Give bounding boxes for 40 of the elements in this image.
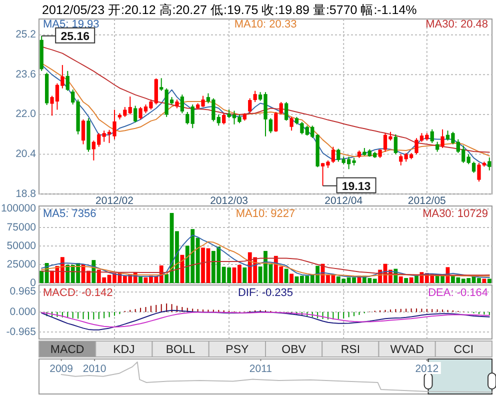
text: PSY [226,344,250,356]
text: BOLL [166,344,196,356]
text: CCI [454,344,474,356]
text: MA10: 20.33 [234,18,297,30]
chart-title: 2012/05/23 开:20.12 高:20.27 低:19.75 收:19.89 量:5770 幅:-1.14% [42,2,417,17]
y-tick-label: 0.000 [10,306,36,318]
text: MACD [50,344,84,356]
text: WVAD [390,344,424,356]
series-label: MACD: -0.142 [43,287,113,299]
text: MA10: 9227 [236,208,296,220]
y-tick-label: -0.965 [6,326,36,338]
text: RSI [340,344,360,356]
text: KDJ [113,344,135,356]
y-tick-label: 0.965 [10,286,36,298]
x-tick-label: 2011 [249,363,272,375]
y-tick-label: 23.6 [16,68,36,80]
x-tick-label: 2012/03 [210,195,248,207]
x-tick-label: 2012/02 [96,195,134,207]
y-tick-label: 100000 [0,202,36,215]
series-label: DEA: -0.164 [428,287,488,299]
text: MA5: 7356 [43,208,96,220]
x-tick-label: 2012 [415,363,439,375]
text: MA30: 20.48 [426,18,488,30]
y-tick-label: 18.8 [16,188,36,200]
series-label: DIF: -0.235 [238,287,294,299]
y-tick-label: 25.2 [16,28,36,41]
x-tick-label: 2009 [50,363,74,375]
y-tick-label: 25000 [6,258,36,270]
text: MA30: 10729 [422,208,488,220]
text: MA5: 19.93 [43,18,100,30]
y-tick-label: 75000 [6,221,36,234]
x-tick-label: 2010 [82,363,106,375]
annotation: 19.13 [342,180,371,193]
text: OBV [282,344,306,356]
x-tick-label: 2012/05 [408,195,446,207]
y-tick-label: 20.4 [16,148,36,160]
y-tick-label: 22.0 [16,108,36,120]
y-tick-label: 50000 [6,240,36,252]
x-tick-label: 2012/04 [324,195,363,207]
annotation: 25.16 [60,30,90,43]
